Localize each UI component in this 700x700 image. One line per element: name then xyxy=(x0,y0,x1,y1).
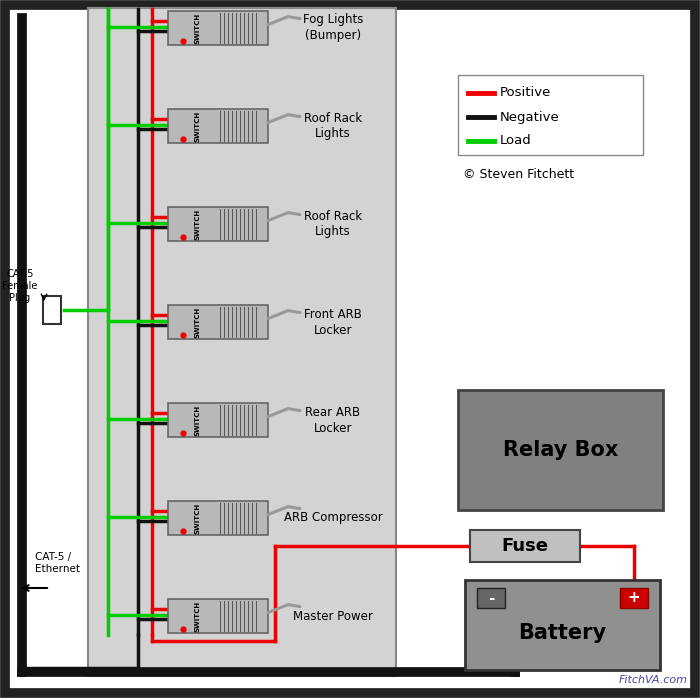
Text: Negative: Negative xyxy=(500,111,560,123)
Text: FitchVA.com: FitchVA.com xyxy=(619,675,688,685)
Text: Master Power: Master Power xyxy=(293,610,373,622)
Text: Relay Box: Relay Box xyxy=(503,440,618,460)
Bar xyxy=(43,296,61,324)
Text: SWITCH: SWITCH xyxy=(195,111,201,141)
Text: SWITCH: SWITCH xyxy=(195,13,201,43)
Text: SWITCH: SWITCH xyxy=(195,307,201,337)
Bar xyxy=(88,8,396,676)
Bar xyxy=(168,501,268,535)
Text: ARB Compressor: ARB Compressor xyxy=(284,512,382,524)
Text: Roof Rack
Lights: Roof Rack Lights xyxy=(304,209,362,239)
Bar xyxy=(168,11,268,45)
Bar xyxy=(168,403,268,437)
Text: Rear ARB
Locker: Rear ARB Locker xyxy=(305,405,360,435)
Text: SWITCH: SWITCH xyxy=(195,405,201,435)
Text: Front ARB
Locker: Front ARB Locker xyxy=(304,307,362,337)
Bar xyxy=(458,75,643,155)
Text: Load: Load xyxy=(500,134,532,148)
Bar xyxy=(168,109,268,143)
Bar xyxy=(465,580,660,670)
Bar xyxy=(470,530,580,562)
Text: Positive: Positive xyxy=(500,87,552,99)
Bar xyxy=(458,390,663,510)
Text: Roof Rack
Lights: Roof Rack Lights xyxy=(304,111,362,141)
Bar xyxy=(168,207,268,241)
Text: Fuse: Fuse xyxy=(501,537,549,555)
Text: Fog Lights
(Bumper): Fog Lights (Bumper) xyxy=(303,13,363,43)
Text: © Steven Fitchett: © Steven Fitchett xyxy=(463,169,574,181)
Bar xyxy=(620,588,648,608)
Bar xyxy=(168,305,268,339)
Text: SWITCH: SWITCH xyxy=(195,209,201,239)
Text: SWITCH: SWITCH xyxy=(195,601,201,631)
Bar xyxy=(477,588,505,608)
Text: CAT-5 /
Ethernet: CAT-5 / Ethernet xyxy=(35,552,80,574)
Text: SWITCH: SWITCH xyxy=(195,503,201,533)
Text: -: - xyxy=(488,591,494,606)
Text: +: + xyxy=(628,591,640,606)
Text: Battery: Battery xyxy=(519,623,607,643)
Text: CAT-5
Female
Plug: CAT-5 Female Plug xyxy=(2,269,38,303)
Bar xyxy=(168,599,268,633)
